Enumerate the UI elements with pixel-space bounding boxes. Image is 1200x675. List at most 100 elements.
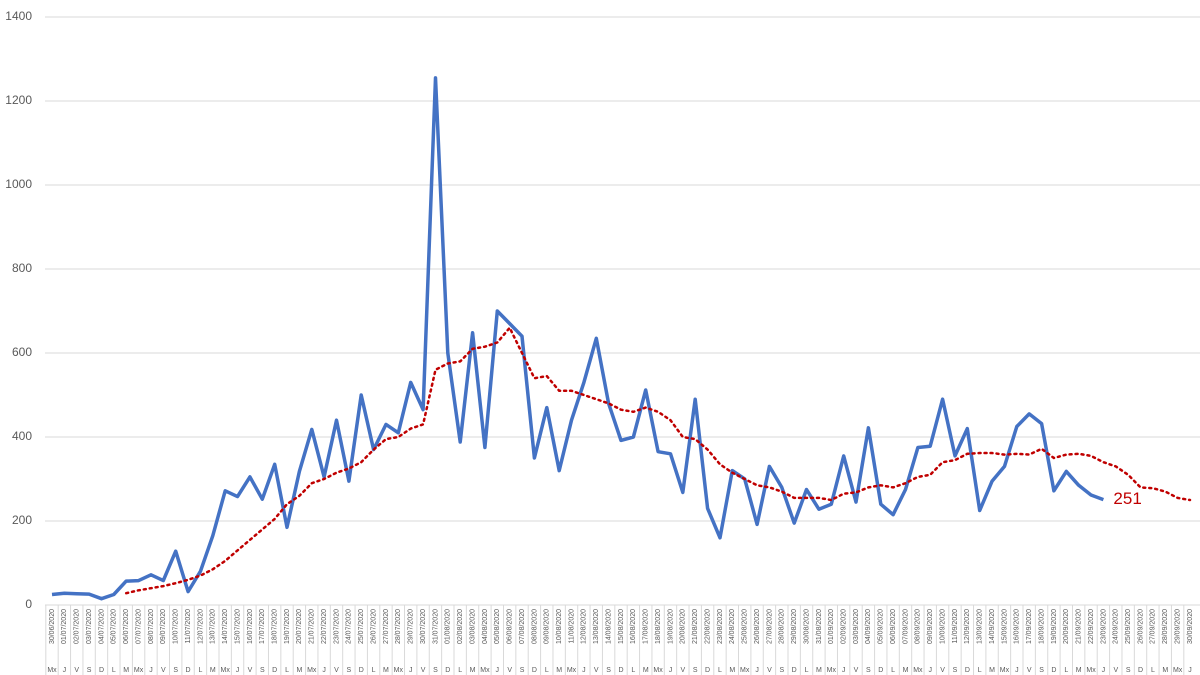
x-tick-label: 06/07/2020 xyxy=(123,609,130,644)
x-tick-label: 24/09/2020 xyxy=(1113,609,1120,644)
x-tick-label: 10/09/2020 xyxy=(939,609,946,644)
weekday-label: D xyxy=(186,667,191,674)
weekday-label: V xyxy=(681,667,686,674)
weekday-label: V xyxy=(1027,667,1032,674)
x-tick-label: 02/07/2020 xyxy=(74,609,81,644)
x-tick-label: 03/08/2020 xyxy=(469,609,476,644)
annotation: 251 xyxy=(1113,489,1141,508)
weekday-label: J xyxy=(149,667,153,674)
x-tick-label: 30/09/2020 xyxy=(1187,609,1194,644)
weekday-label: S xyxy=(693,667,698,674)
weekday-label: Mx xyxy=(307,667,317,674)
weekday-label: M xyxy=(123,667,129,674)
weekday-label: Mx xyxy=(740,667,750,674)
y-tick-label: 0 xyxy=(25,597,32,611)
x-tick-label: 07/07/2020 xyxy=(135,609,142,644)
weekday-label: Mx xyxy=(1173,667,1183,674)
weekday-label: D xyxy=(792,667,797,674)
weekday-label: Mx xyxy=(913,667,923,674)
x-tick-label: 14/09/2020 xyxy=(989,609,996,644)
x-tick-label: 31/08/2020 xyxy=(816,609,823,644)
x-tick-label: 25/08/2020 xyxy=(742,609,749,644)
weekday-label: J xyxy=(236,667,240,674)
x-tick-label: 29/07/2020 xyxy=(408,609,415,644)
x-tick-label: 11/07/2020 xyxy=(185,609,192,644)
x-tick-label: 29/08/2020 xyxy=(791,609,798,644)
x-tick-label: 14/07/2020 xyxy=(222,609,229,644)
x-tick-label: 10/08/2020 xyxy=(556,609,563,644)
weekday-label: M xyxy=(556,667,562,674)
weekday-label: D xyxy=(965,667,970,674)
weekday-label: M xyxy=(903,667,909,674)
weekday-label: J xyxy=(842,667,846,674)
x-tick-label: 13/08/2020 xyxy=(593,609,600,644)
x-tick-label: 18/07/2020 xyxy=(271,609,278,644)
weekday-label: S xyxy=(779,667,784,674)
weekday-label: L xyxy=(1151,667,1155,674)
x-tick-label: 19/08/2020 xyxy=(667,609,674,644)
x-tick-label: 29/09/2020 xyxy=(1174,609,1181,644)
x-tick-label: 14/08/2020 xyxy=(605,609,612,644)
x-tick-label: 08/07/2020 xyxy=(148,609,155,644)
x-tick-label: 23/09/2020 xyxy=(1100,609,1107,644)
weekday-label: J xyxy=(63,667,67,674)
x-tick-label: 17/08/2020 xyxy=(643,609,650,644)
weekday-label: J xyxy=(1015,667,1019,674)
x-tick-label: 16/08/2020 xyxy=(630,609,637,644)
weekday-label: M xyxy=(989,667,995,674)
weekday-label: S xyxy=(520,667,525,674)
weekday-label: D xyxy=(272,667,277,674)
x-tick-label: 19/09/2020 xyxy=(1051,609,1058,644)
weekday-label: V xyxy=(248,667,253,674)
series-line xyxy=(51,76,1105,601)
x-tick-label: 09/07/2020 xyxy=(160,609,167,644)
x-tick-label: 02/09/2020 xyxy=(840,609,847,644)
x-tick-label: 03/07/2020 xyxy=(86,609,93,644)
x-tick-label: 20/09/2020 xyxy=(1063,609,1070,644)
x-tick-label: 05/08/2020 xyxy=(494,609,501,644)
x-tick-label: 01/07/2020 xyxy=(61,609,68,644)
weekday-label: S xyxy=(433,667,438,674)
weekday-label: M xyxy=(210,667,216,674)
weekday-label: V xyxy=(854,667,859,674)
weekday-label: J xyxy=(496,667,500,674)
weekday-label: J xyxy=(1188,667,1192,674)
weekday-label: J xyxy=(322,667,326,674)
x-tick-label: 20/07/2020 xyxy=(296,609,303,644)
weekday-label: M xyxy=(816,667,822,674)
x-tick-label: 09/08/2020 xyxy=(544,609,551,644)
x-tick-label: 12/07/2020 xyxy=(197,609,204,644)
y-tick-label: 1400 xyxy=(5,9,32,23)
weekday-label: V xyxy=(334,667,339,674)
x-tick-label: 15/09/2020 xyxy=(1001,609,1008,644)
x-tick-label: 22/07/2020 xyxy=(321,609,328,644)
weekday-label: S xyxy=(260,667,265,674)
x-tick-label: 18/08/2020 xyxy=(655,609,662,644)
weekday-label: D xyxy=(618,667,623,674)
x-tick-label: 23/08/2020 xyxy=(717,609,724,644)
x-tick-label: 15/08/2020 xyxy=(618,609,625,644)
weekday-label: L xyxy=(458,667,462,674)
weekday-label: S xyxy=(1039,667,1044,674)
weekday-label: L xyxy=(1064,667,1068,674)
weekday-label: L xyxy=(805,667,809,674)
weekday-label: M xyxy=(729,667,735,674)
weekday-label: Mx xyxy=(221,667,231,674)
x-tick-label: 23/07/2020 xyxy=(333,609,340,644)
x-tick-label: 01/08/2020 xyxy=(445,609,452,644)
weekday-label: D xyxy=(705,667,710,674)
x-tick-label: 19/07/2020 xyxy=(284,609,291,644)
weekday-label: D xyxy=(532,667,537,674)
x-tick-label: 04/09/2020 xyxy=(865,609,872,644)
x-tick-label: 10/07/2020 xyxy=(173,609,180,644)
x-tick-label: 20/08/2020 xyxy=(680,609,687,644)
weekday-label: S xyxy=(1126,667,1131,674)
weekday-label: Mx xyxy=(567,667,577,674)
weekday-label: J xyxy=(669,667,673,674)
y-tick-label: 1000 xyxy=(5,177,32,191)
weekday-label: D xyxy=(359,667,364,674)
x-tick-label: 03/09/2020 xyxy=(853,609,860,644)
weekday-label: L xyxy=(285,667,289,674)
weekday-label: S xyxy=(87,667,92,674)
x-tick-label: 30/06/2020 xyxy=(49,609,56,644)
